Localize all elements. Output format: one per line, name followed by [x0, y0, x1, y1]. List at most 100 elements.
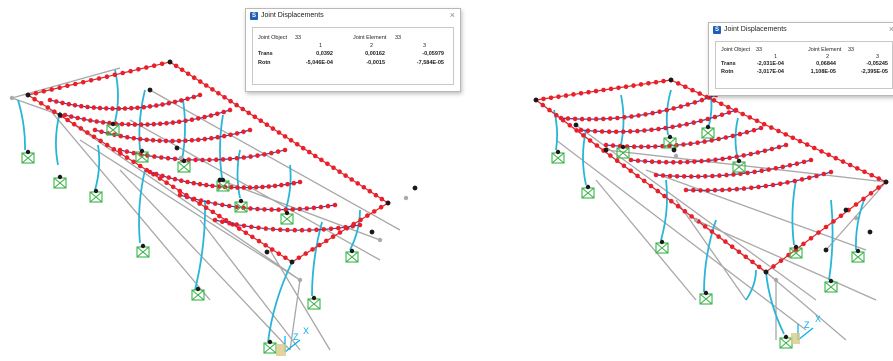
deformed-column	[219, 114, 224, 179]
rotn-value-1: -5,046E-04	[305, 60, 333, 66]
deformed-beam-node	[307, 227, 312, 233]
deformed-beam-node	[94, 119, 99, 124]
deformed-beam-node	[300, 145, 306, 151]
column-header-3: 3	[876, 54, 880, 60]
deformed-beam-node	[234, 131, 240, 136]
joint-displacements-dialog[interactable]: S Joint Displacements × Joint Object 33 …	[708, 22, 893, 96]
deformed-beam-node	[47, 97, 53, 103]
deformed-beam-node	[185, 179, 190, 185]
joint-icon	[369, 229, 375, 235]
deformed-beam-node	[166, 175, 172, 180]
deformed-beam-node	[723, 239, 728, 244]
deformed-beam-node	[110, 106, 115, 111]
deformed-beam-node	[72, 103, 78, 108]
deformed-beam-node	[794, 161, 800, 166]
deformed-beam-node	[727, 155, 732, 161]
deformed-beam-node	[216, 91, 221, 96]
deformed-beam-node	[241, 185, 247, 190]
deformed-beam-node	[91, 134, 97, 140]
deformed-beam-node	[876, 185, 881, 190]
deformed-beam-node	[236, 226, 242, 231]
deformed-beam-node	[196, 137, 201, 143]
deformed-beam-node	[558, 115, 564, 121]
deformed-beam-node	[653, 144, 658, 149]
deformed-beam-node	[120, 70, 125, 76]
deformed-beam-node	[313, 153, 318, 159]
deformed-beam-node	[210, 183, 215, 189]
support-icon	[789, 244, 803, 259]
deformed-beam-node	[124, 149, 130, 154]
deformed-beam-node	[297, 179, 303, 185]
support-icon	[53, 174, 67, 189]
joint-icon	[178, 155, 184, 161]
deformed-beam-node	[677, 123, 682, 128]
deformed-beam-node	[79, 103, 84, 109]
joint-icon	[853, 215, 859, 221]
deformed-beam-node	[592, 128, 598, 134]
dialog-titlebar[interactable]: S Joint Displacements ×	[246, 9, 460, 23]
deformed-beam-node	[608, 153, 613, 158]
deformed-beam-node	[706, 95, 712, 100]
deformed-beam-node	[710, 173, 715, 179]
joint-displacements-dialog[interactable]: S Joint Displacements × Joint Object 33 …	[245, 8, 461, 92]
deformed-beam-node	[698, 118, 704, 124]
right-viewport[interactable]: Z X S Joint Displacements × Joint Object…	[446, 0, 893, 361]
deformed-beam-node	[731, 172, 736, 177]
deformed-beam-node	[249, 224, 254, 230]
joints	[533, 77, 889, 283]
close-icon[interactable]: ×	[449, 10, 455, 20]
deformed-beam-node	[548, 95, 554, 101]
deformed-beam-node	[325, 203, 331, 209]
deformed-beam-node	[372, 209, 377, 214]
deformed-beam-node	[241, 129, 246, 135]
deformed-beam-node	[69, 114, 74, 119]
support-icon	[106, 121, 120, 136]
deformed-beam-node	[649, 127, 654, 133]
support-icon	[732, 158, 746, 173]
joint-icon	[883, 179, 889, 185]
deformed-beam-node	[585, 128, 591, 133]
deformed-beam-node	[270, 226, 276, 232]
deformed-beam-node	[45, 105, 51, 110]
support-icon	[191, 286, 205, 301]
rotn-value-3: -2,395E-05	[860, 69, 888, 75]
deformed-beam-node	[751, 127, 757, 133]
deformed-beam-node	[296, 255, 302, 261]
rotn-label: Rotn	[721, 69, 734, 75]
deformed-beam-node	[256, 238, 262, 244]
deformed-beam-node	[276, 130, 282, 135]
deformed-beam-node	[183, 138, 188, 143]
deformed-beam-node	[667, 173, 673, 179]
deformed-beam-node	[540, 102, 546, 108]
displacement-group: Joint Object 33 Joint Element 33 1 2 3 T…	[715, 41, 893, 89]
deformed-beam-node	[567, 123, 573, 128]
deformed-beam-node	[574, 128, 579, 133]
deformed-beam-node	[141, 104, 147, 110]
deformed-beam-node	[33, 90, 39, 96]
dialog-titlebar[interactable]: S Joint Displacements ×	[709, 23, 893, 37]
deformed-beam-node	[98, 138, 103, 144]
close-icon[interactable]: ×	[888, 24, 893, 34]
deformed-beam-node	[367, 188, 373, 194]
deformed-beam-node	[92, 127, 98, 133]
deformed-beam-node	[650, 110, 655, 116]
left-viewport[interactable]: Z X S Joint Displacements × Joint Object…	[0, 0, 461, 361]
deformed-beam-node	[749, 185, 754, 191]
frame-member	[11, 67, 121, 99]
deformed-beam-node	[88, 78, 94, 83]
deformed-beam-node	[38, 101, 44, 106]
joint-element-label: Joint Element	[808, 47, 842, 53]
frame-member	[269, 249, 331, 351]
deformed-beam-node	[736, 249, 742, 255]
deformed-beam-node	[831, 219, 836, 224]
joint-icon	[773, 277, 779, 283]
deformed-beam-node	[783, 132, 788, 137]
deformed-beam-node	[96, 76, 102, 81]
deformed-beam-node	[205, 199, 211, 205]
deformed-beam-node	[215, 135, 220, 140]
deformed-beam-node	[718, 101, 724, 107]
deformed-beam-node	[702, 224, 708, 229]
deformed-beam-node	[62, 112, 68, 118]
deformed-beam-node	[60, 100, 65, 106]
deformed-beam-node	[565, 116, 571, 121]
